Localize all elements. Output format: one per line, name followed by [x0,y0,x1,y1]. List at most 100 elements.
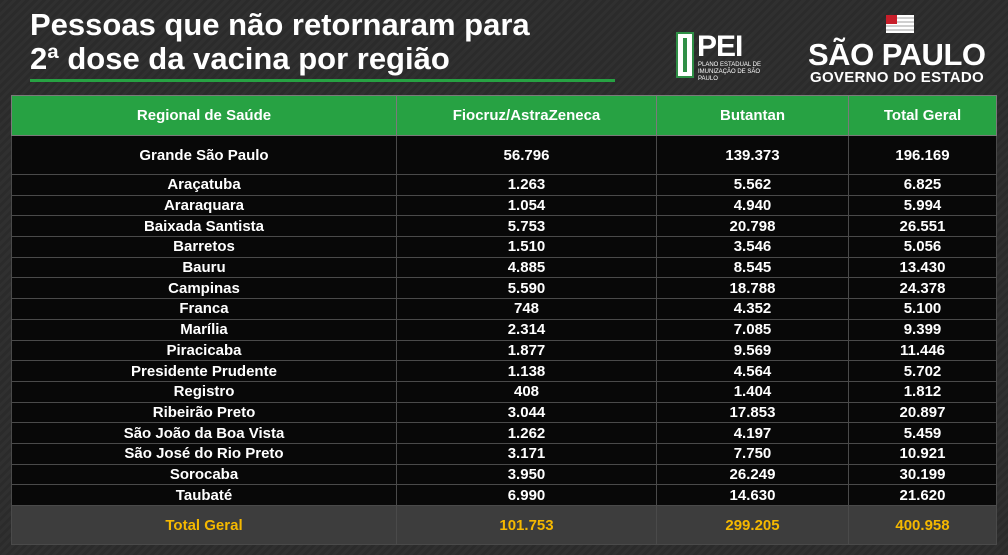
cell-fiocruz: 1.138 [396,360,657,382]
table-total-row: Total Geral 101.753 299.205 400.958 [11,505,997,545]
column-header-total: Total Geral [848,95,997,136]
cell-total: 1.812 [848,380,997,403]
cell-butantan: 1.404 [656,380,849,403]
table-row: Campinas 5.590 18.788 24.378 [11,277,997,300]
pei-logo-name: PEI [697,30,743,63]
cell-total: 24.378 [848,277,997,300]
cell-total: 5.100 [848,298,997,320]
cell-butantan: 20.798 [656,215,849,238]
table-row: Baixada Santista 5.753 20.798 26.551 [11,215,997,238]
title-underline [30,79,615,82]
cell-fiocruz: 2.314 [396,318,657,341]
vaccine-table: Regional de Saúde Fiocruz/AstraZeneca Bu… [11,95,997,545]
cell-total: 21.620 [848,484,997,506]
table-row: Araraquara 1.054 4.940 5.994 [11,194,997,217]
cell-total: 5.056 [848,236,997,258]
cell-region: Presidente Prudente [11,360,397,382]
table-row: São José do Rio Preto 3.171 7.750 10.921 [11,442,997,465]
cell-region: Ribeirão Preto [11,401,397,424]
table-row: Piracicaba 1.877 9.569 11.446 [11,339,997,362]
cell-total: 5.459 [848,422,997,444]
column-header-butantan: Butantan [656,95,849,136]
sao-paulo-logo-subtitle: GOVERNO DO ESTADO [810,69,985,86]
cell-region: Baixada Santista [11,215,397,238]
cell-butantan: 17.853 [656,401,849,424]
cell-total: 9.399 [848,318,997,341]
table-row: Taubaté 6.990 14.630 21.620 [11,484,997,506]
table-row: Araçatuba 1.263 5.562 6.825 [11,174,997,196]
cell-region: Araraquara [11,194,397,217]
column-header-fiocruz: Fiocruz/AstraZeneca [396,95,657,136]
cell-total: 6.825 [848,174,997,196]
cell-region: Bauru [11,256,397,279]
title-line-2: 2ª dose da vacina por região [30,41,450,76]
cell-total: 30.199 [848,463,997,486]
table-row: Marília 2.314 7.085 9.399 [11,318,997,341]
cell-total: 20.897 [848,401,997,424]
cell-fiocruz: 3.171 [396,442,657,465]
table-row-grande-sao-paulo: Grande São Paulo 56.796 139.373 196.169 [11,135,997,175]
cell-fiocruz: 6.990 [396,484,657,506]
cell-butantan: 4.564 [656,360,849,382]
sao-paulo-logo-name: SÃO PAULO [808,37,986,72]
cell-butantan: 14.630 [656,484,849,506]
cell-region: Barretos [11,236,397,258]
table-header-row: Regional de Saúde Fiocruz/AstraZeneca Bu… [11,95,997,136]
cell-butantan: 8.545 [656,256,849,279]
cell-total: 11.446 [848,339,997,362]
cell-fiocruz: 1.054 [396,194,657,217]
cell-fiocruz: 1.877 [396,339,657,362]
cell-total: 400.958 [848,505,997,545]
cell-butantan: 5.562 [656,174,849,196]
cell-butantan: 4.352 [656,298,849,320]
cell-total: 10.921 [848,442,997,465]
table-row: Franca 748 4.352 5.100 [11,298,997,320]
cell-fiocruz: 4.885 [396,256,657,279]
cell-region: Campinas [11,277,397,300]
cell-butantan: 3.546 [656,236,849,258]
sao-paulo-logo: SÃO PAULO GOVERNO DO ESTADO [808,15,998,86]
cell-fiocruz: 3.044 [396,401,657,424]
table-row: São João da Boa Vista 1.262 4.197 5.459 [11,422,997,444]
cell-butantan: 4.940 [656,194,849,217]
table-row: Barretos 1.510 3.546 5.056 [11,236,997,258]
cell-region: Marília [11,318,397,341]
cell-region: Registro [11,380,397,403]
cell-butantan: 139.373 [656,135,849,175]
cell-fiocruz: 101.753 [396,505,657,545]
cell-butantan: 4.197 [656,422,849,444]
table-row: Presidente Prudente 1.138 4.564 5.702 [11,360,997,382]
cell-region: Piracicaba [11,339,397,362]
cell-region: Franca [11,298,397,320]
pei-logo: PEI PLANO ESTADUAL DE IMUNIZAÇÃO DE SÃO … [676,30,766,82]
cell-fiocruz: 5.753 [396,215,657,238]
cell-butantan: 7.085 [656,318,849,341]
cell-fiocruz: 1.262 [396,422,657,444]
cell-total: 5.702 [848,360,997,382]
cell-fiocruz: 1.263 [396,174,657,196]
cell-region: Grande São Paulo [11,135,397,175]
cell-butantan: 18.788 [656,277,849,300]
cell-butantan: 26.249 [656,463,849,486]
cell-region: Taubaté [11,484,397,506]
cell-region: São João da Boa Vista [11,422,397,444]
sao-paulo-flag-icon [886,15,914,33]
cell-region: Sorocaba [11,463,397,486]
table-row: Bauru 4.885 8.545 13.430 [11,256,997,279]
cell-fiocruz: 1.510 [396,236,657,258]
title-line-1: Pessoas que não retornaram para [30,7,530,42]
cell-fiocruz: 56.796 [396,135,657,175]
cell-region: Araçatuba [11,174,397,196]
column-header-region: Regional de Saúde [11,95,397,136]
table-row: Registro 408 1.404 1.812 [11,380,997,403]
cell-butantan: 299.205 [656,505,849,545]
cell-fiocruz: 408 [396,380,657,403]
pei-logo-subtitle: PLANO ESTADUAL DE IMUNIZAÇÃO DE SÃO PAUL… [698,62,762,82]
cell-total: 26.551 [848,215,997,238]
cell-butantan: 9.569 [656,339,849,362]
cell-fiocruz: 3.950 [396,463,657,486]
cell-butantan: 7.750 [656,442,849,465]
table-row: Sorocaba 3.950 26.249 30.199 [11,463,997,486]
cell-total: 196.169 [848,135,997,175]
table-row: Ribeirão Preto 3.044 17.853 20.897 [11,401,997,424]
